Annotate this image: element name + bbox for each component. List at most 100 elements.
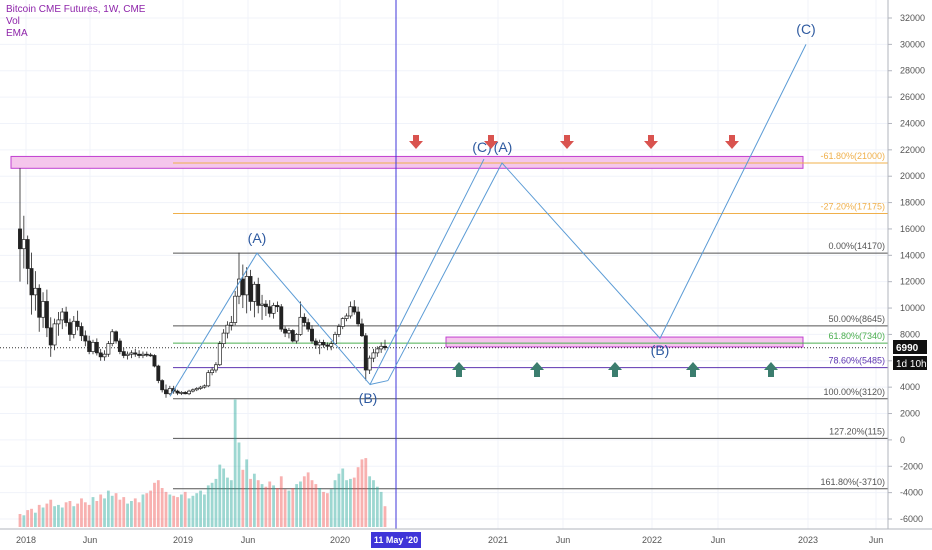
volume-bar-94 [379,491,383,527]
candle-body-26 [117,340,122,352]
y-tick-2: 28000 [900,66,925,76]
volume-bar-85 [345,480,348,527]
candle-body-20 [94,341,99,354]
x-tick-2: 2019 [173,535,193,545]
candle-body-1 [21,239,26,250]
candle-body-37 [160,380,165,391]
legend-vol[interactable]: Vol [6,16,20,27]
candle-body-25 [114,331,119,342]
candle-body-61 [252,283,257,302]
chart-legend: Bitcoin CME Futures, 1W, CME Vol EMA [6,4,145,40]
volume-bar-83 [337,473,341,527]
candle-body-78 [317,341,322,346]
candle-body-17 [83,335,88,342]
y-tick-8: 16000 [900,224,925,234]
volume-bar-3 [30,508,33,527]
candle-body-49 [206,372,211,387]
candle-body-46 [194,388,199,391]
candle-body-21 [98,352,103,358]
candle-body-60 [248,276,253,302]
candle-body-16 [79,326,84,337]
fib-label-1: -27.20%(17175) [820,201,885,211]
candles [18,168,387,398]
volume-bar-39 [168,494,172,527]
candle-body-63 [260,303,265,306]
price-axis-bg [888,0,932,550]
volume-bar-42 [179,494,183,527]
volume-bar-25 [114,493,118,527]
time-axis[interactable]: 2018 Jun 2019 Jun 2020 2021 Jun 2022 Jun 2023 Jun 1… [0,528,932,550]
y-tick-12: 8000 [900,329,920,339]
volume-bar-46 [195,493,199,527]
volume-bar-53 [222,468,226,527]
volume-bar-30 [133,498,137,527]
volume-bar-88 [356,467,360,527]
volume-bar-26 [118,499,122,527]
volume-bar-73 [299,481,302,527]
legend-title[interactable]: Bitcoin CME Futures, 1W, CME [6,4,146,15]
price-axis[interactable]: 3200030000280002600024000220002000018000… [887,0,932,550]
up-arrow-2 [608,362,622,377]
volume-bar-2 [26,510,30,527]
volume-bar-78 [318,488,322,527]
candle-body-58 [240,278,245,296]
volume-bar-28 [126,503,129,527]
volume-bar-11 [60,507,64,527]
candle-body-41 [175,390,180,394]
x-tick-0: 2018 [16,535,36,545]
volume-bar-19 [91,497,95,527]
volume-bar-27 [122,497,126,527]
volume-bar-22 [103,498,106,527]
volume-bar-58 [241,469,245,527]
down-arrow-2 [560,135,574,149]
fib-label-3: 50.00%(8645) [828,314,885,324]
candle-body-86 [348,306,353,317]
volume-bar-81 [329,489,333,527]
wave-label-5: (C) [796,21,815,37]
candle-body-28 [125,353,130,356]
volume-bar-92 [372,480,375,527]
y-tick-7: 18000 [900,198,925,208]
candle-body-15 [75,320,80,327]
volume-bar-79 [322,491,325,527]
y-tick-3: 26000 [900,92,925,102]
wave-path-1 [387,44,807,381]
volume-bar-74 [302,476,306,527]
candle-body-76 [310,328,314,342]
volume-bar-70 [287,490,291,527]
wave-label-0: (A) [248,230,267,246]
candle-body-87 [352,306,357,313]
volume-bar-17 [83,502,87,527]
y-tick-18: -4000 [900,488,923,498]
volume-bar-15 [76,503,80,527]
wave-label-1: (B) [359,390,378,406]
volume-bar-86 [349,478,352,527]
volume-bar-65 [268,481,272,527]
candle-body-54 [225,324,230,334]
volume-bar-14 [72,506,76,527]
up-arrow-0 [452,362,466,377]
volume-bar-6 [41,507,45,527]
candle-body-31 [137,353,142,356]
candle-body-59 [244,276,249,296]
candle-body-39 [167,388,172,395]
x-tick-4: 2020 [330,535,350,545]
x-tick-1: Jun [83,535,98,545]
y-tick-1: 30000 [900,39,925,49]
volume-bar-61 [252,473,256,527]
x-tick-6: Jun [556,535,571,545]
resistance-zone [10,155,804,169]
candle-body-6 [41,301,46,318]
candle-body-69 [283,328,288,334]
fib-label-4: 61.80%(7340) [828,331,885,341]
y-tick-15: 2000 [900,409,920,419]
up-arrow-1 [530,362,544,377]
candle-body-51 [213,364,218,371]
legend-ema[interactable]: EMA [6,28,28,39]
candle-body-11 [60,311,65,321]
up-arrow-4 [764,362,778,377]
countdown-text: 1d 10h [896,359,927,370]
volume-bar-49 [206,485,210,527]
candle-body-2 [25,239,30,269]
